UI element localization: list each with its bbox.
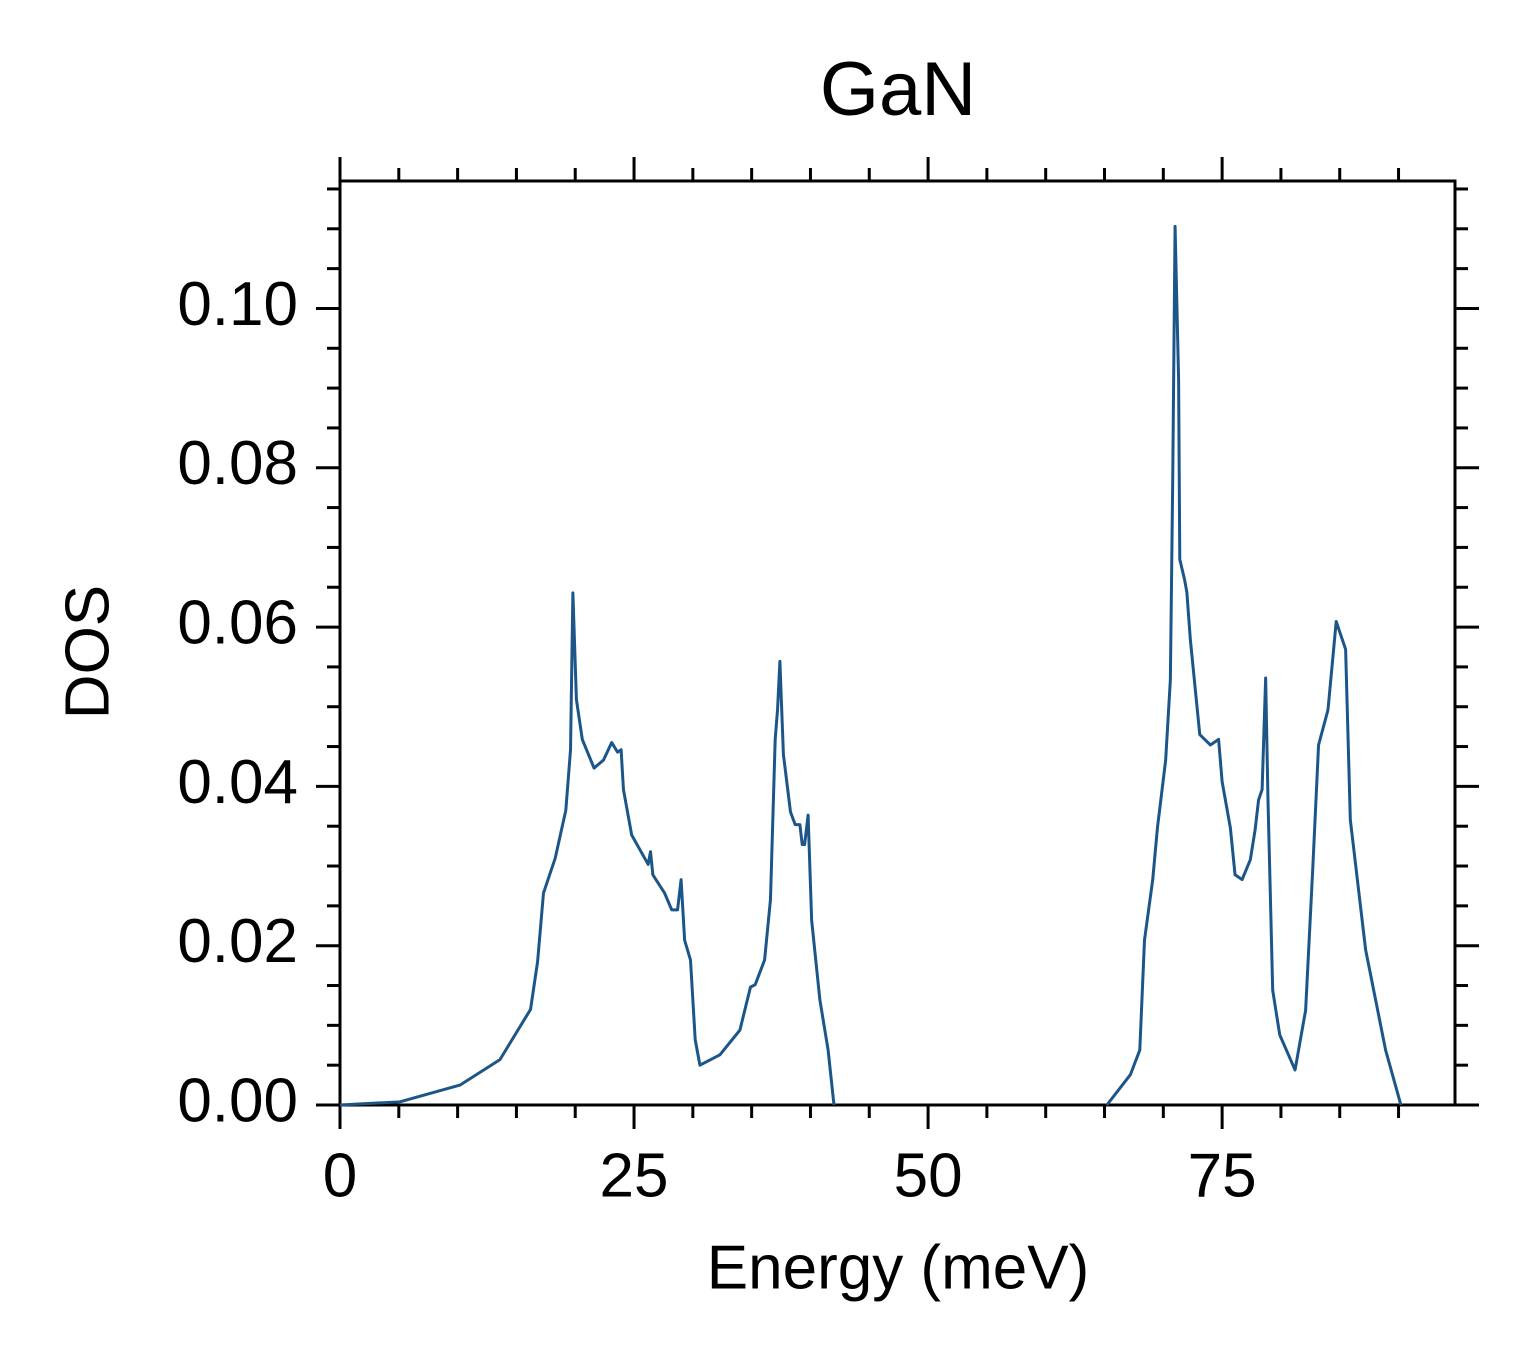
y-tick-label: 0.08 (177, 429, 298, 498)
y-tick-label: 0.06 (177, 588, 298, 657)
y-tick-label: 0.10 (177, 270, 298, 339)
plot-frame (338, 179, 1457, 1107)
x-tick-label: 0 (323, 1141, 357, 1210)
chart-title: GaN (820, 47, 976, 132)
x-tick-label: 25 (600, 1141, 669, 1210)
x-axis-label: Energy (meV) (707, 1233, 1089, 1302)
data-line (339, 591, 836, 1107)
y-tick-label: 0.02 (177, 907, 298, 976)
x-tick-label: 50 (894, 1141, 963, 1210)
y-tick-label: 0.04 (177, 748, 298, 817)
data-line (1105, 224, 1403, 1106)
x-tick-label: 75 (1188, 1141, 1257, 1210)
y-tick-label: 0.00 (177, 1066, 298, 1135)
y-axis-label: DOS (53, 585, 122, 719)
